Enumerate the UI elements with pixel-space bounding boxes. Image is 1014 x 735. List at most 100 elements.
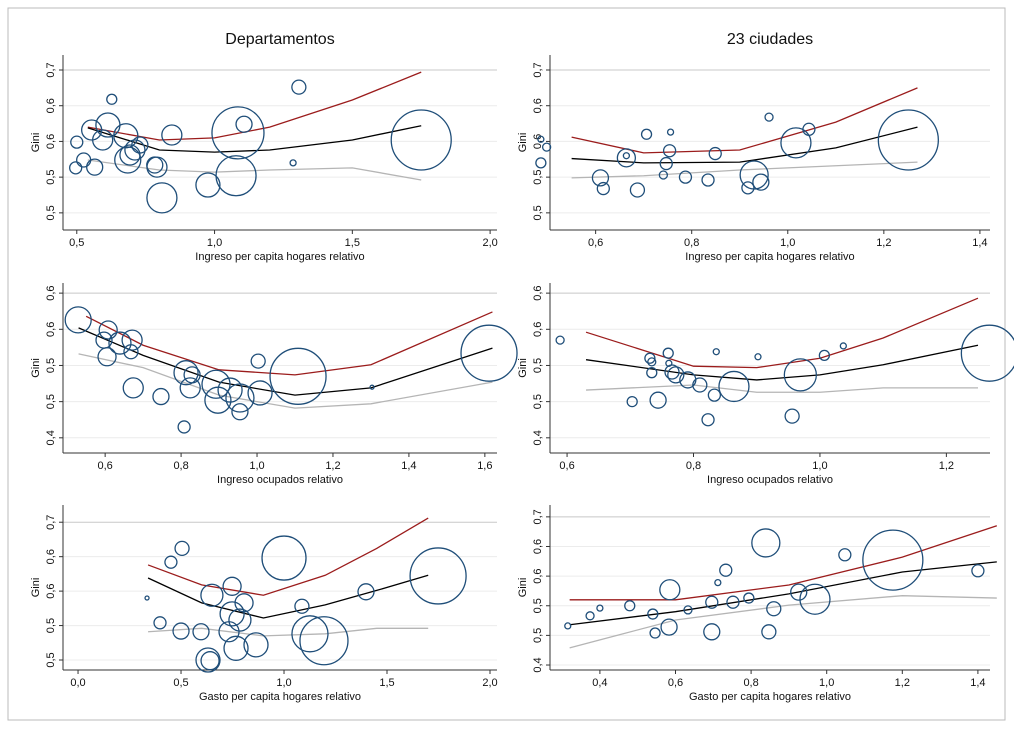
x-tick-label: 0,8: [684, 237, 699, 249]
bubble: [741, 181, 755, 195]
bubble: [152, 387, 170, 406]
bubble: [289, 159, 297, 167]
x-tick-label: 0,8: [743, 677, 758, 689]
bubble: [751, 528, 781, 558]
bubble: [222, 576, 242, 596]
bubble: [153, 616, 167, 630]
bubble: [708, 146, 722, 161]
y-tick-label: 0,7: [45, 62, 57, 77]
y-tick-label: 0,6: [45, 322, 57, 337]
bubble: [658, 170, 669, 180]
y-tick-label: 0,5: [532, 205, 544, 220]
x-tick-label: 0,6: [668, 677, 683, 689]
bubble: [692, 377, 708, 393]
bubble: [114, 146, 142, 174]
bubble: [200, 651, 220, 671]
bubble: [754, 353, 762, 361]
bubble: [660, 618, 678, 636]
bubble: [664, 364, 680, 380]
x-tick-label: 0,6: [97, 460, 112, 472]
x-tick-label: 1,0: [819, 677, 834, 689]
y-tick-label: 0,6: [532, 134, 544, 149]
bubble: [243, 632, 269, 658]
bubble: [678, 170, 693, 184]
bubble: [98, 320, 118, 340]
fit-line: [571, 126, 918, 164]
x-axis-label: Ingreso per capita hogares relativo: [195, 251, 364, 263]
bubble: [564, 622, 572, 630]
bubble: [799, 583, 831, 615]
bubble: [667, 366, 685, 384]
y-axis-label: Gini: [30, 358, 42, 378]
y-axis-label: Gini: [30, 133, 42, 153]
bubble: [666, 128, 675, 136]
bubble: [783, 358, 817, 392]
bubble: [790, 583, 808, 601]
bubble: [839, 342, 847, 350]
fit-line: [148, 627, 429, 637]
bubble: [647, 357, 657, 367]
y-tick-label: 0,5: [532, 394, 544, 409]
bubble: [719, 563, 733, 577]
bubble: [146, 182, 178, 214]
bubble: [195, 172, 221, 198]
figure-frame: [7, 7, 1006, 721]
y-tick-label: 0,5: [45, 394, 57, 409]
bubble: [86, 158, 104, 176]
y-tick-label: 0,5: [532, 628, 544, 643]
bubble: [647, 608, 659, 620]
bubble: [409, 547, 467, 605]
bubble: [585, 611, 595, 621]
bubble: [173, 360, 199, 386]
x-tick-label: 1,4: [970, 677, 985, 689]
fit-line: [585, 344, 979, 381]
y-tick-label: 0,5: [45, 205, 57, 220]
bubble: [299, 616, 349, 666]
y-axis-label: Gini: [30, 578, 42, 598]
y-axis-label: Gini: [517, 133, 529, 153]
bubble: [784, 408, 800, 424]
bubble: [718, 370, 750, 403]
y-tick-label: 0,5: [532, 358, 544, 373]
bubble: [624, 600, 636, 612]
x-tick-label: 1,2: [895, 677, 910, 689]
y-tick-label: 0,7: [532, 509, 544, 524]
bubble: [122, 377, 144, 399]
bubble: [659, 579, 681, 601]
fit-line: [569, 595, 997, 649]
fit-line: [585, 297, 979, 369]
bubble: [761, 624, 777, 640]
y-tick-label: 0,5: [532, 169, 544, 184]
bubble: [161, 124, 183, 146]
x-tick-label: 1,0: [276, 677, 291, 689]
bubble: [460, 324, 518, 382]
bubble: [294, 598, 310, 614]
bubble: [739, 160, 769, 190]
bubble: [766, 601, 782, 617]
x-tick-label: 1,0: [812, 460, 827, 472]
bubble: [177, 420, 191, 434]
fit-line: [85, 311, 493, 376]
bubble: [626, 395, 638, 408]
fit-line: [571, 87, 918, 154]
bubble: [146, 156, 164, 174]
bubble: [69, 161, 83, 175]
bubble: [971, 564, 985, 578]
bubble: [780, 127, 812, 159]
bubble: [714, 578, 722, 587]
y-tick-label: 0,5: [45, 618, 57, 633]
bubble: [662, 347, 674, 359]
bubble: [269, 347, 327, 405]
bubble: [219, 601, 245, 627]
y-tick-label: 0,5: [532, 598, 544, 613]
y-tick-label: 0,6: [532, 539, 544, 554]
x-axis-label: Ingreso per capita hogares relativo: [685, 251, 854, 263]
fit-line: [571, 161, 918, 179]
bubble: [225, 383, 255, 413]
fit-line: [78, 353, 493, 409]
bubble: [215, 155, 257, 197]
bubble: [818, 349, 831, 361]
y-tick-label: 0,6: [45, 98, 57, 113]
